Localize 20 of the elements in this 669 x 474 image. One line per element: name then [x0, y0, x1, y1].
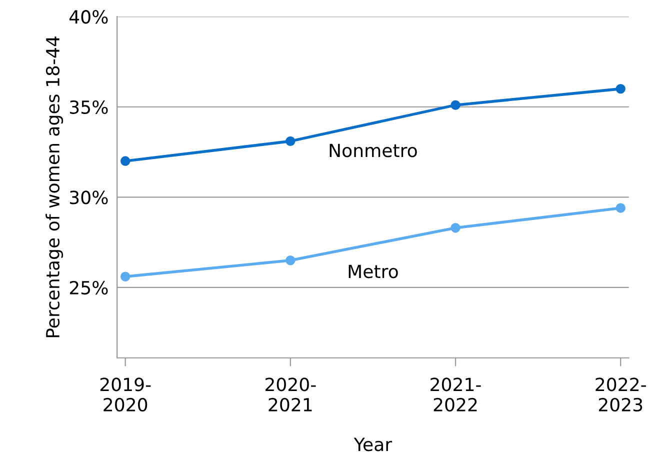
y-axis-title: Percentage of women ages 18-44	[46, 36, 64, 338]
x-tick-label: 2019- 2020	[100, 378, 151, 412]
point	[450, 222, 460, 233]
point	[286, 136, 296, 146]
y-tick-label: 30%	[70, 190, 108, 204]
x-tick-label: 2022- 2023	[596, 378, 646, 412]
series-label: Nonmetro	[330, 144, 417, 158]
y-tick-label: 40%	[69, 10, 108, 24]
x-axis-title: Year	[354, 438, 392, 452]
y-tick-label: 35%	[70, 100, 108, 114]
point	[120, 272, 130, 282]
point	[286, 256, 296, 266]
point	[120, 156, 130, 166]
y-tick-label: 25%	[70, 280, 108, 295]
series-label: Metro	[348, 264, 398, 278]
x-tick-label: 2020- 2021	[266, 378, 316, 412]
x-tick-label: 2021- 2022	[430, 378, 481, 412]
point	[616, 203, 626, 213]
point	[450, 100, 460, 110]
point	[616, 84, 626, 94]
